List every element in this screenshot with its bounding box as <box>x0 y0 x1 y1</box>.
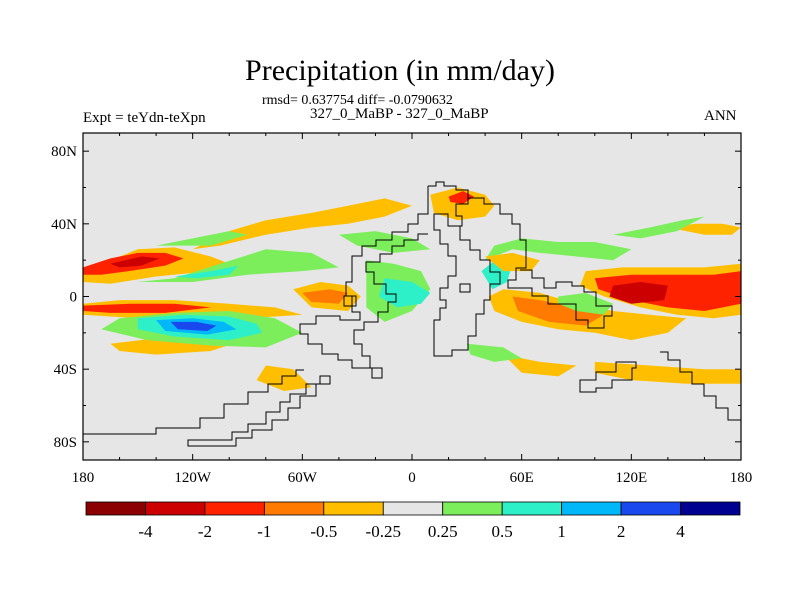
x-tick-label: 0 <box>408 470 416 486</box>
contour-amazon-red <box>302 289 348 304</box>
x-tick-label: 180 <box>72 470 95 486</box>
chart-title: Precipitation (in mm/day) <box>245 54 555 87</box>
experiment-label: Expt = teYdn-teXpn <box>83 110 206 126</box>
contour-npac-cyan <box>174 265 239 279</box>
contour-seasia-green <box>558 292 614 315</box>
colorbar-swatch <box>145 501 206 516</box>
contour-sio-orange <box>503 354 577 377</box>
contour-nwpac-green <box>613 216 705 239</box>
colorbar: -4 -2 -1 -0.5 -0.25 0.25 0.5 1 2 4 <box>85 501 741 541</box>
x-tick-label: 120W <box>174 470 212 486</box>
x-tick-label: 60E <box>510 470 534 486</box>
contour-pac-blue <box>170 321 217 331</box>
antarctica-outline <box>83 351 741 447</box>
contour-so-orange <box>594 361 741 384</box>
colorbar-label: 1 <box>557 522 566 541</box>
axes: 180 120W 60W 0 60E 120E 180 80N 40N 0 40S 80S <box>51 133 752 486</box>
colorbar-label: 0.5 <box>492 522 513 541</box>
contour-natl-green2 <box>338 231 431 253</box>
colorbar-swatch <box>204 501 265 516</box>
y-tick-label: 0 <box>70 290 78 306</box>
colorbar-label: 0.25 <box>428 522 458 541</box>
contour-io-red <box>512 296 604 326</box>
colorbar-label: -4 <box>138 522 153 541</box>
colorbar-swatch <box>680 501 741 516</box>
contour-nwpac-orange <box>667 223 741 235</box>
colorbar-swatch <box>442 501 503 516</box>
season-label: ANN <box>704 108 737 124</box>
contour-india-green <box>485 238 632 261</box>
contour-wpac-dark <box>609 282 668 304</box>
continent-outlines <box>83 181 741 447</box>
colorbar-label: -0.5 <box>310 522 337 541</box>
contour-npac-green <box>137 249 339 282</box>
x-tick-label: 120E <box>615 470 647 486</box>
colorbar-swatch <box>501 501 563 516</box>
y-tick-label: 80N <box>51 144 77 160</box>
colorbar-label: -2 <box>198 522 212 541</box>
contour-spac-itcz-red <box>83 303 211 313</box>
y-tick-label: 40N <box>51 217 77 233</box>
colorbar-swatch <box>85 501 146 516</box>
contour-natl-green <box>156 231 248 246</box>
colorbar-label: 4 <box>676 522 685 541</box>
contour-sam-orange <box>256 365 312 391</box>
case-line: 327_0_MaBP - 327_0_MaBP <box>310 106 489 122</box>
y-tick-label: 80S <box>54 435 77 451</box>
colorbar-swatch <box>323 501 384 516</box>
small-island-outline <box>343 283 471 307</box>
colorbar-label: 2 <box>617 522 626 541</box>
precipitation-contours <box>83 187 741 391</box>
y-tick-label: 40S <box>54 362 77 378</box>
africa-eurasia-outline <box>428 181 613 357</box>
colorbar-swatch <box>561 501 622 516</box>
americas-outline <box>299 186 429 379</box>
colorbar-label: -1 <box>257 522 271 541</box>
colorbar-swatch <box>620 501 681 516</box>
contour-npac-dark <box>110 256 160 268</box>
x-tick-label: 180 <box>730 470 753 486</box>
contour-wpac-red <box>594 271 741 311</box>
contour-atl-cyan <box>379 278 431 308</box>
colorbar-swatch <box>263 501 325 516</box>
contour-safr-green <box>466 343 522 362</box>
colorbar-label: -0.25 <box>366 522 401 541</box>
x-tick-label: 60W <box>288 470 318 486</box>
colorbar-swatch <box>382 501 444 516</box>
stats-line: rmsd= 0.637754 diff= -0.0790632 <box>262 93 453 108</box>
contour-natl-orange-band <box>192 198 412 250</box>
